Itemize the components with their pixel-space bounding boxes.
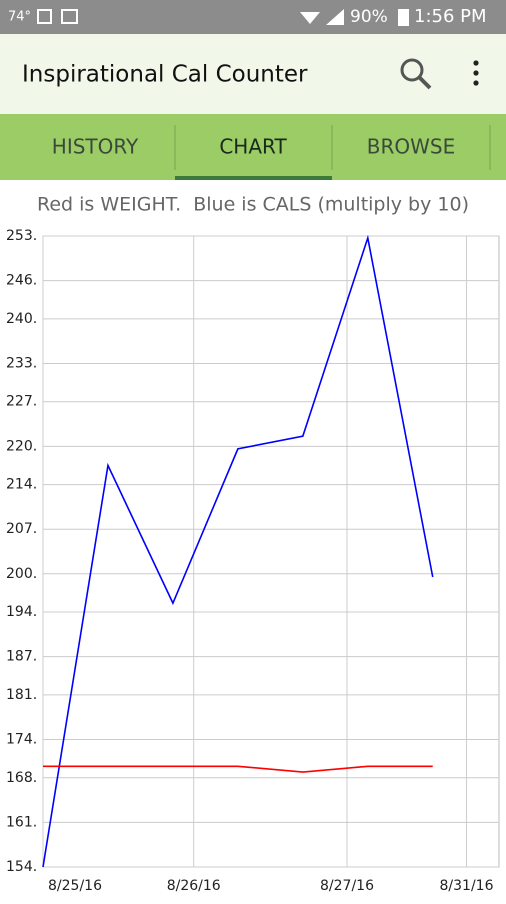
x-tick-label: 8/25/16 (48, 878, 102, 894)
app-title: Inspirational Cal Counter (22, 62, 308, 88)
y-tick-label: 174. (6, 732, 37, 748)
y-tick-label: 200. (6, 566, 37, 582)
y-tick-label: 220. (6, 438, 37, 454)
y-tick-label: 154. (6, 859, 37, 875)
x-tick-label: 8/27/16 (320, 878, 374, 894)
tab-bar (0, 114, 506, 180)
status-icon (37, 9, 52, 24)
x-tick-label: 8/31/16 (440, 878, 494, 894)
overflow-menu[interactable] (473, 60, 479, 86)
battery-text: 90% (350, 7, 388, 27)
status-bar (0, 0, 506, 34)
status-icon (61, 9, 78, 24)
y-tick-label: 181. (6, 687, 37, 703)
signal-icon (326, 9, 344, 25)
temperature: 74° (8, 10, 31, 25)
search-button[interactable] (400, 58, 432, 90)
wifi-icon (300, 12, 320, 24)
y-tick-label: 240. (6, 311, 37, 327)
y-tick-label: 194. (6, 604, 37, 620)
tab[interactable]: HISTORY (52, 135, 139, 159)
series-line (42, 234, 434, 868)
series-line (43, 765, 433, 773)
plot-area (42, 235, 500, 868)
y-tick-label: 253. (6, 228, 37, 244)
y-tick-label: 187. (6, 649, 37, 665)
tab[interactable]: CHART (219, 135, 287, 159)
x-tick-label: 8/26/16 (167, 878, 221, 894)
y-tick-label: 246. (6, 273, 37, 289)
y-tick-label: 214. (6, 477, 37, 493)
chart-title: Red is WEIGHT. Blue is CALS (multiply by… (37, 194, 469, 216)
y-tick-label: 161. (6, 814, 37, 830)
y-tick-label: 207. (6, 521, 37, 537)
y-tick-label: 233. (6, 355, 37, 371)
tab-indicator (175, 176, 332, 180)
battery-icon (398, 9, 409, 26)
y-tick-label: 168. (6, 770, 37, 786)
y-tick-label: 227. (6, 394, 37, 410)
tab[interactable]: BROWSE (367, 135, 455, 159)
clock: 1:56 PM (414, 6, 487, 27)
